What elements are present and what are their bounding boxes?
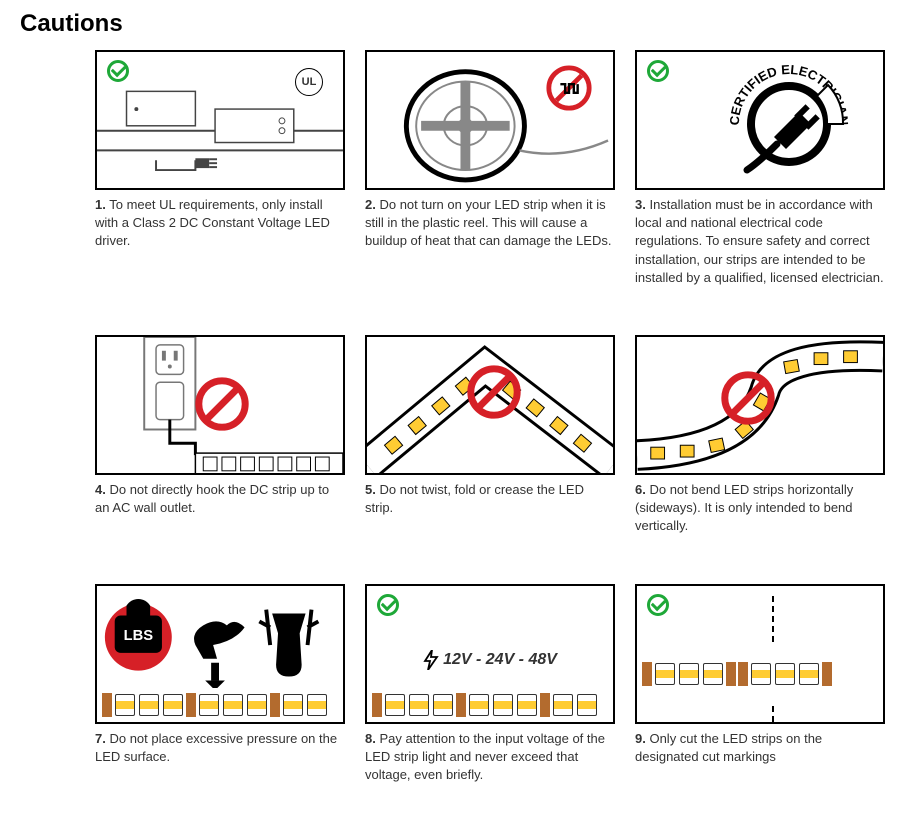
caution-caption: 8. Pay attention to the input voltage of…	[365, 730, 615, 785]
caution-image-2	[365, 50, 615, 190]
caution-caption: 7. Do not place excessive pressure on th…	[95, 730, 345, 766]
driver-diagram-icon	[97, 52, 343, 190]
prohibit-icon	[719, 369, 777, 427]
caution-caption: 1. To meet UL requirements, only install…	[95, 196, 345, 251]
caution-card-8: 12V - 24V - 48V 8. Pay attention to the …	[365, 584, 615, 785]
caution-image-1: UL	[95, 50, 345, 190]
caution-card-9: 9. Only cut the LED strips on the design…	[635, 584, 885, 785]
certified-electrician-icon: CERTIFIED ELECTRICIAN	[719, 62, 859, 187]
caution-caption: 6. Do not bend LED strips horizontally (…	[635, 481, 885, 536]
caution-caption: 4. Do not directly hook the DC strip up …	[95, 481, 345, 517]
prohibit-icon	[193, 375, 251, 433]
svg-text:LBS: LBS	[124, 628, 154, 644]
caution-card-6: 6. Do not bend LED strips horizontally (…	[635, 335, 885, 536]
led-strip-icon	[97, 688, 343, 722]
page-title: Cautions	[20, 10, 883, 38]
caution-caption: 5. Do not twist, fold or crease the LED …	[365, 481, 615, 517]
caution-card-3: CERTIFIED ELECTRICIAN 3. Installation mu…	[635, 50, 885, 287]
caution-image-8: 12V - 24V - 48V	[365, 584, 615, 724]
caution-image-9	[635, 584, 885, 724]
caution-card-4: 4. Do not directly hook the DC strip up …	[95, 335, 345, 536]
caution-card-7: LBS 7. Do not place excessive pressure o…	[95, 584, 345, 785]
check-icon	[377, 594, 399, 616]
caution-caption: 9. Only cut the LED strips on the design…	[635, 730, 885, 766]
check-icon	[647, 60, 669, 82]
prohibit-icon	[545, 64, 593, 112]
prohibit-icon	[465, 363, 523, 421]
caution-caption: 3. Installation must be in accordance wi…	[635, 196, 885, 287]
caution-image-3: CERTIFIED ELECTRICIAN	[635, 50, 885, 190]
caution-image-6	[635, 335, 885, 475]
caution-card-2: 2. Do not turn on your LED strip when it…	[365, 50, 615, 287]
caution-image-7: LBS	[95, 584, 345, 724]
caution-caption: 2. Do not turn on your LED strip when it…	[365, 196, 615, 251]
voltage-label: 12V - 24V - 48V	[367, 650, 613, 670]
lightning-icon	[423, 650, 439, 670]
led-strip-icon	[367, 688, 613, 722]
caution-image-4	[95, 335, 345, 475]
led-strip-icon	[637, 646, 883, 702]
check-icon	[647, 594, 669, 616]
caution-card-1: UL 1. To meet UL requirements, only inst…	[95, 50, 345, 287]
cautions-grid: UL 1. To meet UL requirements, only inst…	[95, 50, 883, 784]
caution-image-5	[365, 335, 615, 475]
caution-card-5: 5. Do not twist, fold or crease the LED …	[365, 335, 615, 536]
